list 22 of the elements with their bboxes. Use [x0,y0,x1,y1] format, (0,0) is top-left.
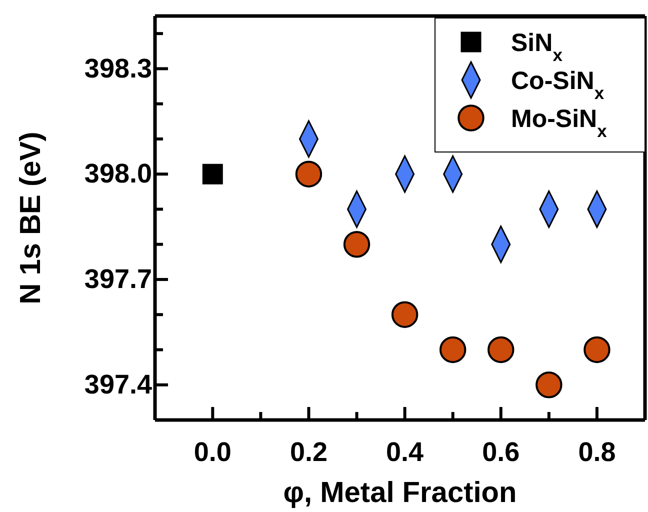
x-tick-label: 0.4 [386,437,424,468]
legend-label: SiN$_{x}$ [511,29,563,65]
point [584,336,610,364]
point [202,164,223,184]
point [488,336,514,364]
x-tick-label: 0.8 [578,437,616,468]
point [391,301,418,328]
y-tick-label: 397.4 [84,370,152,400]
y-tick-label: 398.3 [84,53,152,84]
legend-label: Co-SiN$_{x}$ [511,67,604,103]
y-tick-label: 398.0 [84,158,152,189]
y-axis-title: N 1s BE (eV) [15,132,47,304]
point [343,231,370,258]
x-tick-label: 0.2 [290,437,328,468]
y-tick-label: 397.7 [84,264,152,294]
point [536,372,562,398]
x-axis-title: φ, Metal Fraction [283,477,517,509]
point [439,336,466,364]
point [295,160,322,188]
x-tick-label: 0.6 [482,437,520,468]
legend-label: Mo-SiN$_{x}$ [511,105,608,141]
x-tick-label: 0.0 [194,437,232,468]
